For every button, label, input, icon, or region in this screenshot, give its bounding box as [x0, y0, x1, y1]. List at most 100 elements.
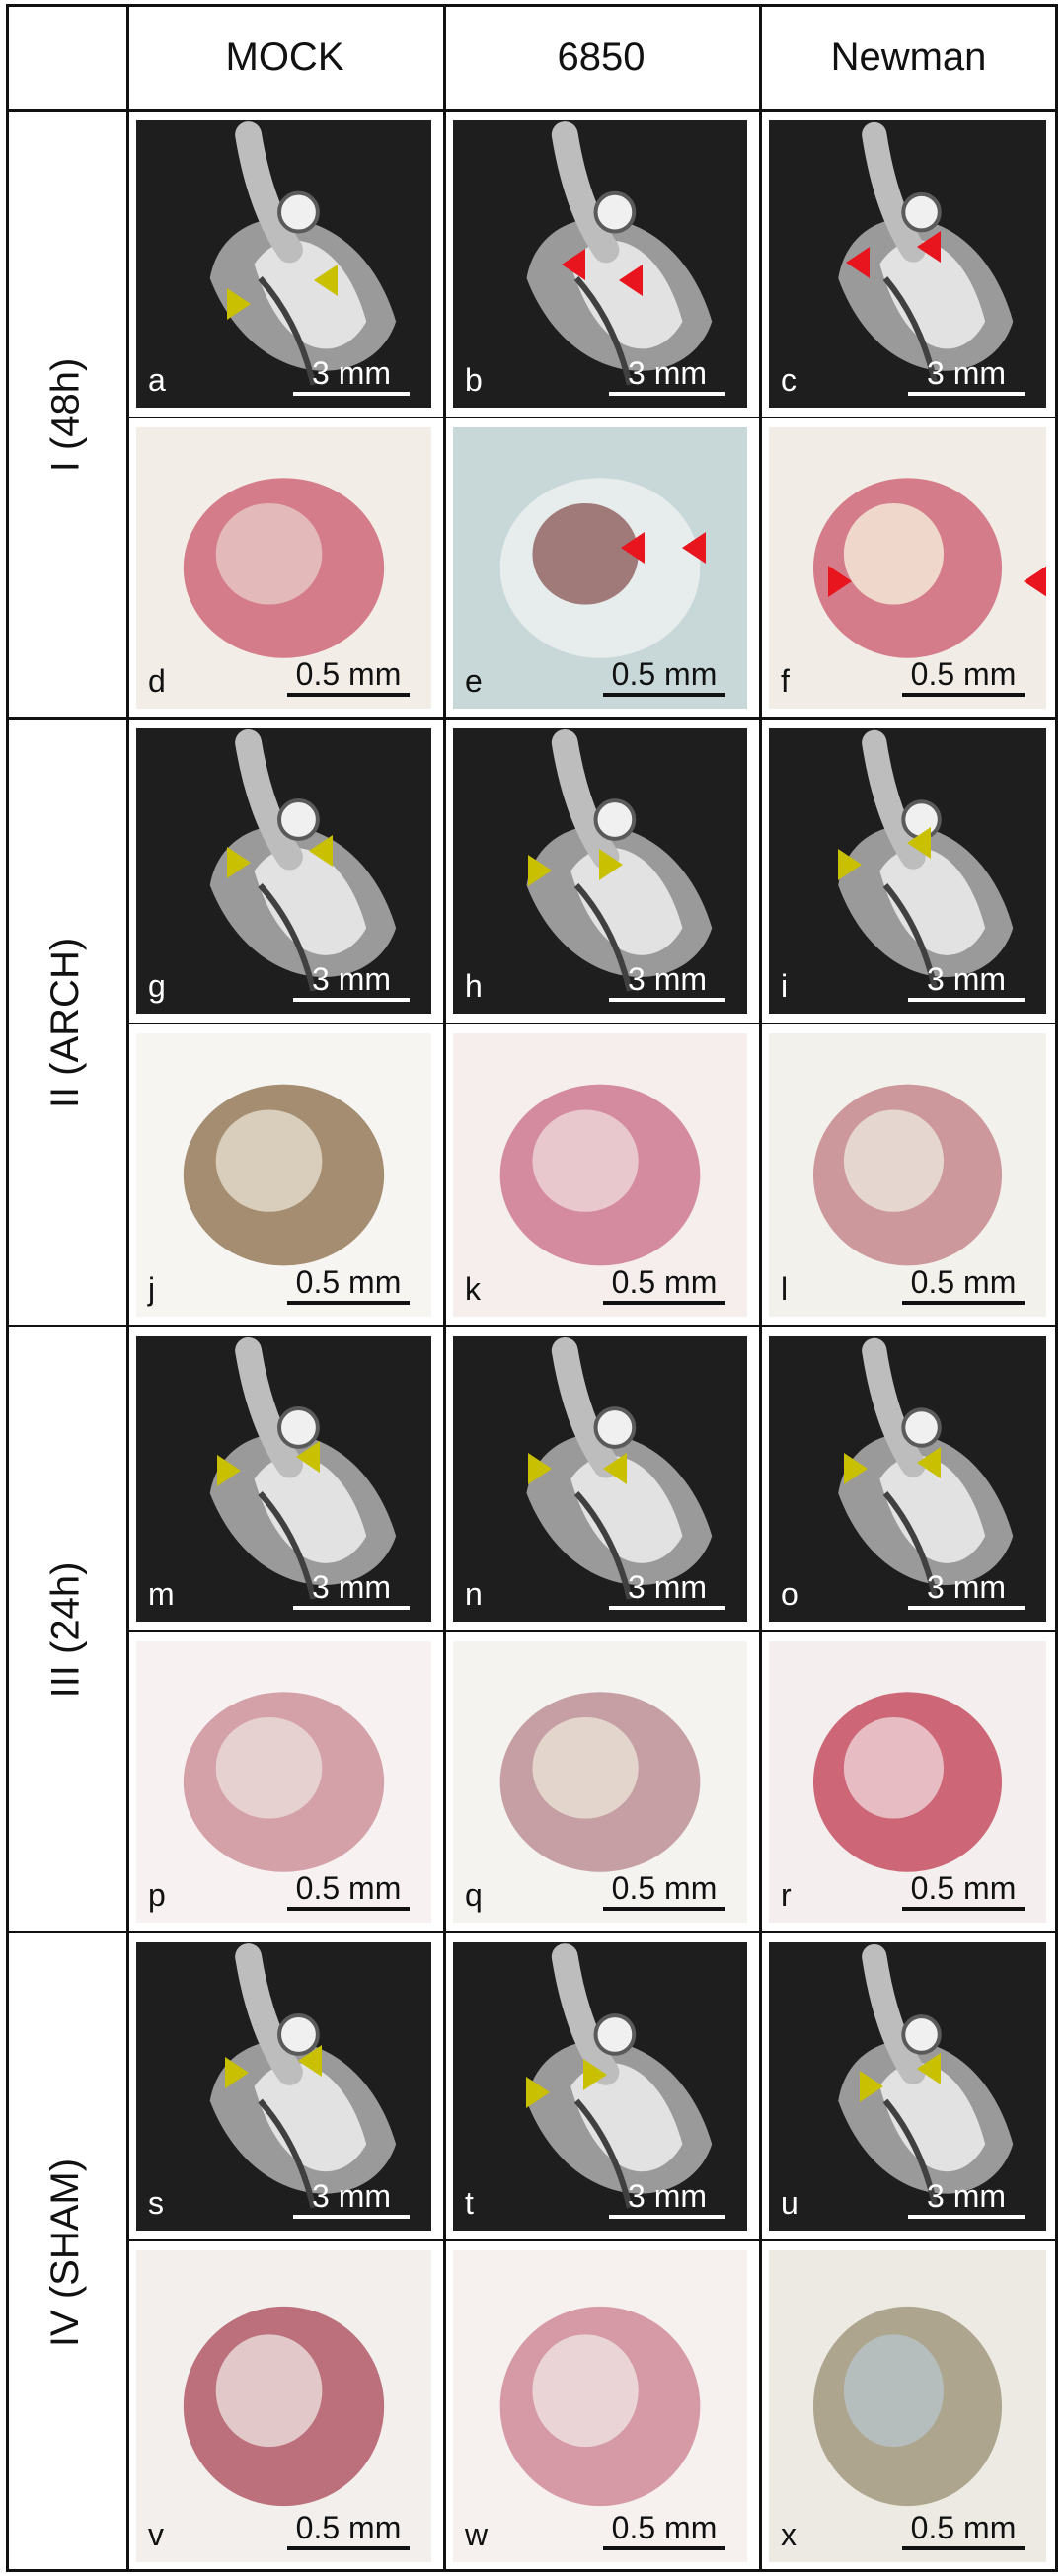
scale-bar: 3 mm — [293, 357, 410, 396]
arrowhead-marker — [1024, 566, 1046, 597]
scale-bar-label: 3 mm — [628, 355, 707, 391]
panel-letter: h — [465, 968, 483, 1004]
scale-bar-label: 0.5 mm — [910, 1264, 1017, 1300]
arrowhead-marker — [298, 2045, 322, 2077]
mri-image-panel: b 3 mm — [453, 120, 747, 408]
arrowhead-marker — [907, 827, 931, 859]
scale-bar-label: 3 mm — [312, 1569, 391, 1605]
scale-bar-label: 0.5 mm — [611, 1870, 718, 1906]
scale-bar: 0.5 mm — [902, 1266, 1025, 1305]
column-divider — [759, 4, 762, 2572]
photo-image-panel: e 0.5 mm — [453, 427, 747, 709]
column-header: Newman — [830, 35, 987, 79]
group-divider — [6, 1325, 1058, 1327]
arrowhead-marker — [838, 849, 862, 880]
scale-bar: 0.5 mm — [603, 658, 725, 697]
scale-bar-line — [603, 693, 725, 697]
photo-image-panel: r 0.5 mm — [769, 1641, 1046, 1923]
scale-bar-line — [609, 392, 725, 396]
scale-bar-line — [293, 998, 410, 1002]
scale-bar: 3 mm — [908, 963, 1025, 1002]
panel-letter: n — [465, 1576, 483, 1612]
photo-image-panel: k 0.5 mm — [453, 1033, 747, 1317]
arrowhead-marker — [619, 265, 643, 296]
mri-image-panel: n 3 mm — [453, 1336, 747, 1622]
scale-bar-line — [287, 693, 410, 697]
photo-image-panel: p 0.5 mm — [136, 1641, 431, 1923]
group-divider — [6, 1931, 1058, 1933]
arrowhead-marker — [828, 566, 852, 597]
arrowhead-marker — [309, 835, 333, 867]
scale-bar-line — [609, 1606, 725, 1610]
panel-letter: v — [148, 2517, 164, 2552]
scale-bar: 0.5 mm — [287, 2512, 410, 2550]
scale-bar-label: 3 mm — [312, 2178, 391, 2214]
arrowhead-marker — [296, 1441, 320, 1473]
scale-bar-label: 0.5 mm — [910, 1870, 1017, 1906]
scale-bar-line — [293, 1606, 410, 1610]
row-label: III (24h) — [6, 1326, 126, 1932]
arrowhead-marker — [917, 1447, 941, 1478]
scale-bar: 0.5 mm — [603, 1872, 725, 1911]
arrowhead-marker — [528, 1453, 552, 1484]
row-label-text: III (24h) — [43, 1561, 88, 1698]
panel-letter: m — [148, 1576, 175, 1612]
arrowhead-marker — [225, 2057, 249, 2088]
panel-letter: a — [148, 362, 166, 398]
column-divider — [443, 4, 446, 2572]
scale-bar-label: 0.5 mm — [611, 2510, 718, 2545]
arrowhead-marker — [844, 1453, 868, 1484]
photo-image-panel: v 0.5 mm — [136, 2250, 431, 2562]
scale-bar-line — [908, 1606, 1025, 1610]
scale-bar: 3 mm — [609, 2180, 725, 2219]
arrowhead-marker — [314, 265, 338, 296]
panel-letter: k — [465, 1271, 481, 1307]
row-divider — [126, 2239, 1058, 2241]
scale-bar: 0.5 mm — [603, 2512, 725, 2550]
photo-image-panel: x 0.5 mm — [769, 2250, 1046, 2562]
scale-bar-line — [293, 392, 410, 396]
panel-letter: u — [781, 2185, 798, 2221]
photo-image-panel: l 0.5 mm — [769, 1033, 1046, 1317]
scale-bar-line — [902, 693, 1025, 697]
arrowhead-marker — [682, 532, 706, 564]
scale-bar-line — [902, 2546, 1025, 2550]
panel-letter: q — [465, 1877, 483, 1913]
mri-image-panel: u 3 mm — [769, 1942, 1046, 2231]
scale-bar-label: 3 mm — [927, 2178, 1006, 2214]
row-label-text: II (ARCH) — [43, 937, 88, 1108]
scale-bar-line — [287, 2546, 410, 2550]
arrowhead-marker — [860, 2071, 883, 2102]
scale-bar: 0.5 mm — [287, 1266, 410, 1305]
group-divider — [6, 717, 1058, 720]
photo-image-panel: f 0.5 mm — [769, 427, 1046, 709]
scale-bar: 0.5 mm — [287, 1872, 410, 1911]
panel-letter: f — [781, 663, 790, 699]
photo-image-panel: w 0.5 mm — [453, 2250, 747, 2562]
panel-letter: l — [781, 1271, 789, 1307]
mri-image-panel: s 3 mm — [136, 1942, 431, 2231]
scale-bar: 3 mm — [293, 2180, 410, 2219]
panel-letter: b — [465, 362, 483, 398]
scale-bar-line — [603, 1907, 725, 1911]
scale-bar-line — [287, 1301, 410, 1305]
arrowhead-marker — [583, 2059, 607, 2090]
scale-bar-label: 3 mm — [312, 355, 391, 391]
scale-bar-label: 0.5 mm — [611, 1264, 718, 1300]
scale-bar-label: 0.5 mm — [295, 1870, 402, 1906]
scale-bar-label: 0.5 mm — [295, 1264, 402, 1300]
figure-frame — [6, 4, 1058, 2572]
row-label: I (48h) — [6, 111, 126, 719]
scale-bar: 3 mm — [609, 1571, 725, 1610]
scale-bar: 3 mm — [908, 1571, 1025, 1610]
scale-bar-label: 3 mm — [628, 2178, 707, 2214]
scale-bar-line — [902, 1907, 1025, 1911]
panel-letter: x — [781, 2517, 797, 2552]
row-label: IV (SHAM) — [6, 1932, 126, 2572]
header-divider — [6, 109, 1058, 112]
scale-bar: 3 mm — [908, 357, 1025, 396]
scale-bar: 3 mm — [609, 963, 725, 1002]
panel-letter: d — [148, 663, 166, 699]
row-divider — [126, 417, 1058, 418]
arrowhead-marker — [227, 847, 251, 878]
